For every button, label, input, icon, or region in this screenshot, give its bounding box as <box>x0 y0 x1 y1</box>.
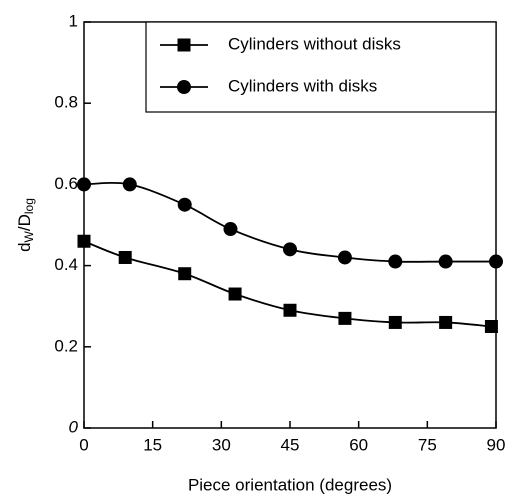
marker <box>77 234 91 248</box>
legend-marker <box>177 80 191 94</box>
marker <box>118 250 132 264</box>
y-axis-label: dW/Dlog <box>15 198 36 252</box>
x-tick-label: 15 <box>143 435 162 454</box>
marker <box>77 177 91 192</box>
legend-marker <box>177 38 191 52</box>
x-tick-label: 90 <box>487 435 505 454</box>
marker <box>283 303 297 317</box>
marker <box>337 250 352 265</box>
marker <box>223 222 238 237</box>
marker <box>122 177 137 192</box>
y-tick-label: 0.2 <box>54 336 78 355</box>
marker <box>489 254 503 269</box>
y-label-part: d <box>15 242 34 251</box>
y-tick-label: 0.4 <box>54 255 78 274</box>
y-tick-label: 1 <box>69 11 78 30</box>
x-axis-label: Piece orientation (degrees) <box>188 475 392 494</box>
marker <box>338 311 352 325</box>
legend-box <box>145 21 497 113</box>
y-label-sub: W <box>22 230 36 242</box>
legend-label: Cylinders without disks <box>228 34 401 53</box>
marker <box>177 197 192 212</box>
marker <box>388 315 402 329</box>
marker <box>228 287 242 301</box>
marker <box>388 254 403 269</box>
y-tick-label: 0 <box>69 417 79 436</box>
y-label-sub: log <box>22 198 36 214</box>
y-tick-label: 0.6 <box>54 174 78 193</box>
y-label-part: /D <box>15 214 34 231</box>
legend-label: Cylinders with disks <box>228 76 377 95</box>
y-tick-label: 0.8 <box>54 93 78 112</box>
x-tick-label: 60 <box>349 435 368 454</box>
x-tick-label: 75 <box>418 435 437 454</box>
marker <box>484 320 498 333</box>
marker <box>178 267 192 281</box>
marker <box>283 242 297 257</box>
x-tick-label: 45 <box>281 435 300 454</box>
x-tick-label: 30 <box>212 435 231 454</box>
marker <box>438 254 453 269</box>
marker <box>439 315 453 329</box>
x-tick-label: 0 <box>79 435 88 454</box>
